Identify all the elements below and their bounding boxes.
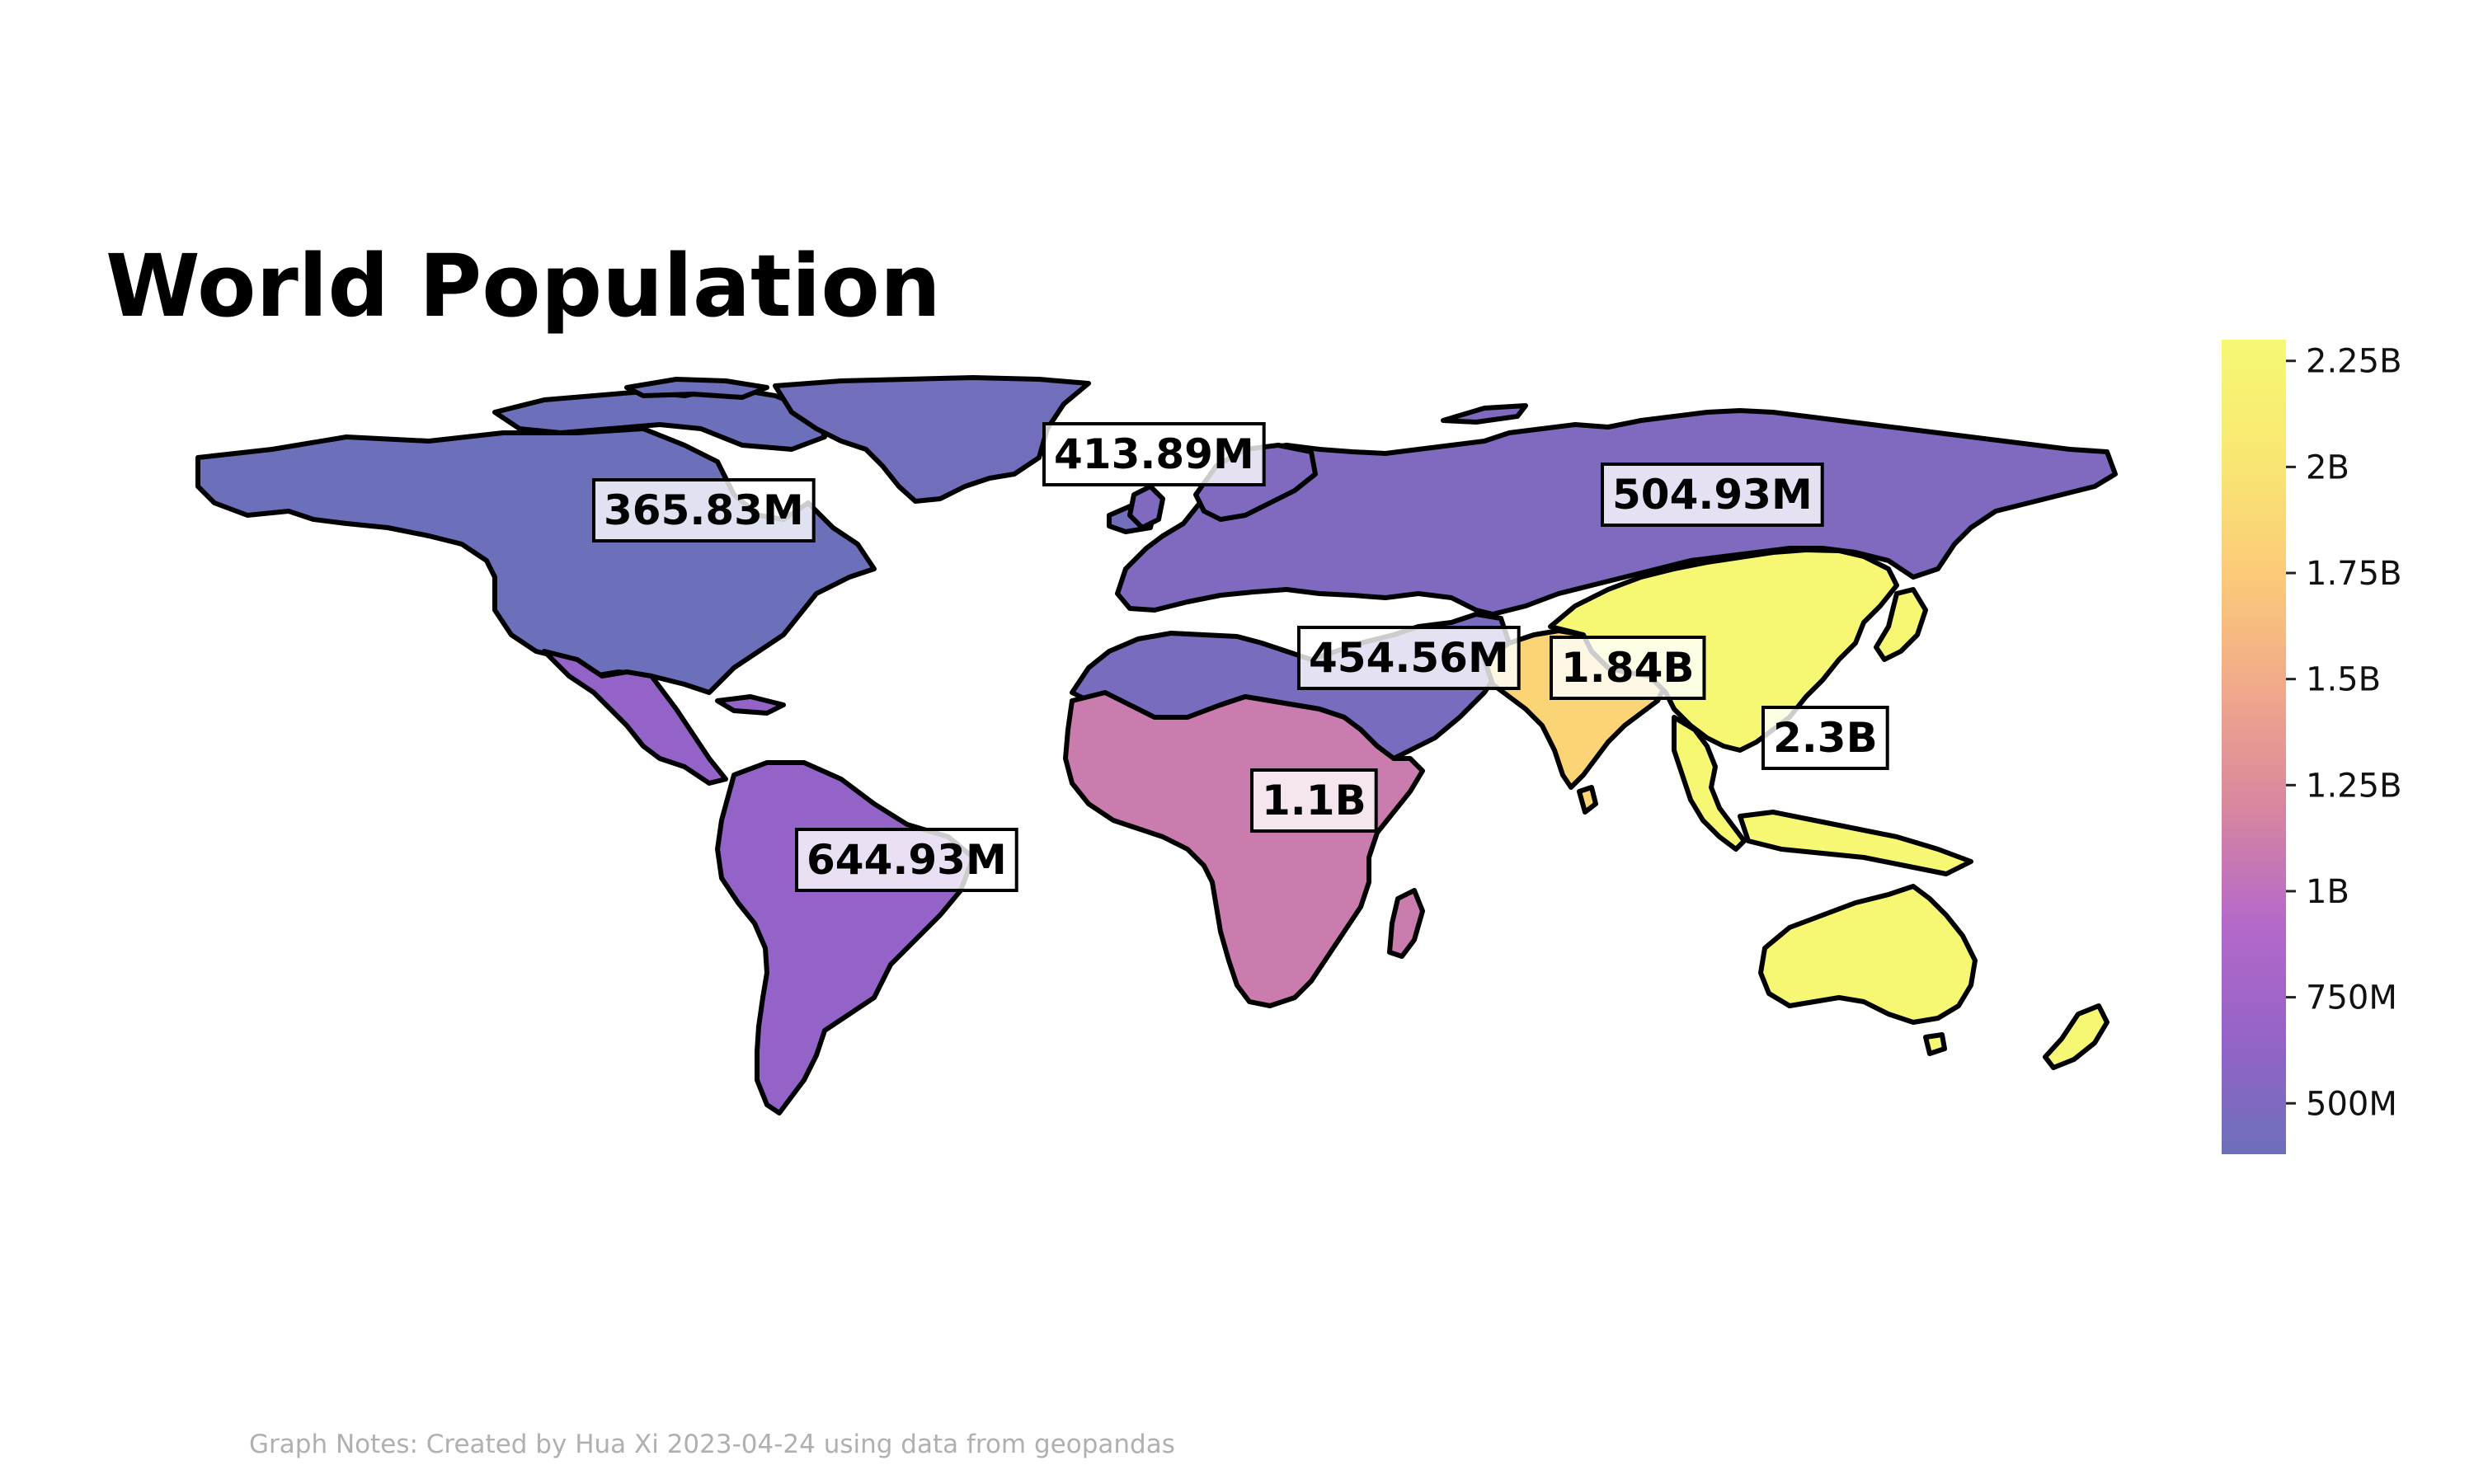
region-label-box <box>1042 422 1266 486</box>
colorbar-tick-label: 750M <box>2306 979 2397 1017</box>
colorbar-tick-label: 1.5B <box>2306 661 2381 699</box>
region-tasmania <box>1923 1032 1947 1056</box>
region-label-text: 504.93M <box>1612 471 1813 519</box>
region-label-box <box>1550 636 1706 700</box>
region-label-text: 454.56M <box>1309 634 1509 682</box>
region-great-britain <box>1127 484 1165 530</box>
region-southeast-asia <box>1672 715 1747 852</box>
region-new-zealand <box>2043 1003 2109 1070</box>
region-canada-arctic-islands <box>492 385 827 452</box>
region-label-text: 1.84B <box>1561 644 1694 692</box>
colorbar-tick-label: 500M <box>2306 1085 2397 1123</box>
region-labels: 365.83M 413.89M 504.93M 454.56M 1.84B 2.3B 1.1… <box>592 422 1889 892</box>
colorbar-tick-label: 1B <box>2306 873 2349 911</box>
colorbar-tick-label: 2.25B <box>2306 343 2402 381</box>
region-central-america <box>542 649 728 786</box>
region-label-box <box>1250 768 1378 833</box>
colorbar-tick-label: 1.75B <box>2306 555 2402 593</box>
region-label-text: 1.1B <box>1262 777 1366 824</box>
region-label-africa: 1.1B <box>1250 768 1378 833</box>
region-madagascar <box>1387 888 1425 959</box>
colorbar-tick-label: 1.25B <box>2306 767 2402 805</box>
region-indonesia <box>1738 810 1973 876</box>
region-label-greenland-arctic: 413.89M <box>1042 422 1266 486</box>
region-label-text: 413.89M <box>1054 430 1254 478</box>
region-north-america <box>195 426 877 695</box>
region-greenland <box>773 375 1091 504</box>
region-label-north-america: 365.83M <box>592 478 816 542</box>
region-label-box <box>795 828 1018 892</box>
region-label-east-asia-pacific: 2.3B <box>1761 706 1889 770</box>
region-label-box <box>1761 706 1889 770</box>
region-label-europe-russia: 504.93M <box>1601 463 1824 527</box>
region-label-box <box>1297 626 1521 690</box>
colorbar-tick-label: 2B <box>2306 448 2349 486</box>
colorbar <box>2222 340 2286 1154</box>
region-caribbean <box>715 694 786 716</box>
region-novaya-zemlya <box>1441 403 1528 425</box>
colorbar-ticks: 500M 750M 1B 1.25B 1.5B 1.75B 2B 2.25B <box>2286 343 2402 1123</box>
map-title: World Population <box>106 236 941 336</box>
region-label-south-asia: 1.84B <box>1550 636 1706 700</box>
region-australia <box>1758 884 1978 1025</box>
region-south-america <box>715 760 976 1115</box>
graph-notes: Graph Notes: Created by Hua Xi 2023-04-2… <box>249 1430 1175 1459</box>
region-label-text: 2.3B <box>1773 714 1878 762</box>
region-japan <box>1874 587 1928 662</box>
region-africa <box>1063 690 1425 1008</box>
region-label-text: 365.83M <box>604 486 804 534</box>
region-label-box <box>1601 463 1824 527</box>
region-label-box <box>592 478 816 542</box>
region-label-middle-east: 454.56M <box>1297 626 1521 690</box>
region-sri-lanka <box>1577 785 1598 815</box>
region-label-latin-america: 644.93M <box>795 828 1018 892</box>
region-canada-north-islands <box>624 377 769 400</box>
region-label-text: 644.93M <box>807 836 1007 884</box>
